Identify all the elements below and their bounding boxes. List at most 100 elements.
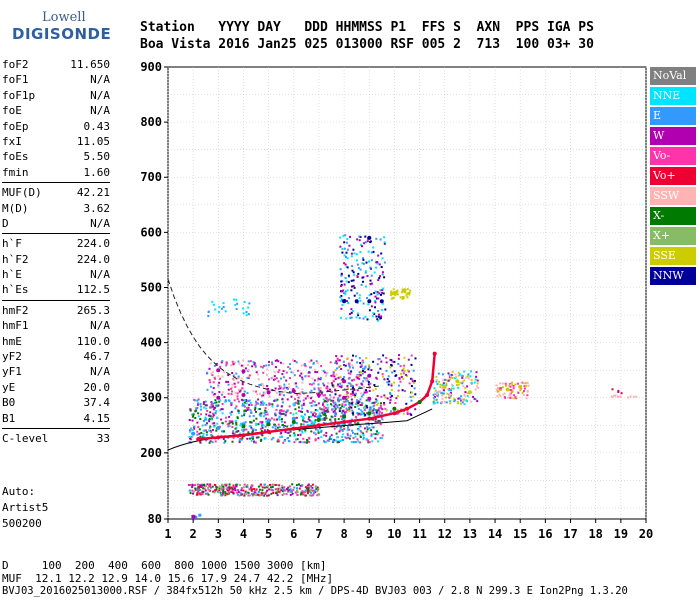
echo-dot [387, 375, 390, 378]
echo-dot [255, 390, 258, 393]
echo-dot [295, 412, 298, 415]
echo-dot [327, 410, 330, 413]
echo-dot [231, 360, 234, 363]
echo-dot [341, 405, 344, 408]
echo-dot [205, 431, 208, 434]
echo-dot [352, 413, 355, 416]
echo-dot [196, 421, 199, 424]
echo-dot [342, 234, 345, 237]
echo-dot [360, 412, 363, 415]
echo-dot [276, 426, 279, 429]
echo-dot [303, 363, 306, 365]
echo-dot [267, 494, 270, 497]
echo-dot [290, 395, 293, 398]
legend-item-vo: Vo- [650, 147, 696, 165]
echo-dot [215, 486, 218, 489]
echo-dot [197, 402, 200, 405]
echo-dot [289, 493, 292, 496]
echo-dot [366, 379, 369, 382]
echo-dot [235, 298, 238, 301]
point-x [417, 400, 422, 405]
echo-dot [268, 360, 270, 363]
echo-dot [342, 360, 345, 363]
echo-dot [344, 364, 347, 367]
echo-dot [279, 361, 282, 364]
echo-dot [449, 375, 452, 378]
echo-dot [232, 430, 235, 433]
echo-dot [368, 309, 371, 312]
echo-dot [312, 361, 315, 364]
echo-dot [308, 490, 311, 493]
echo-dot [239, 492, 242, 495]
echo-dot [377, 402, 380, 405]
echo-dot [397, 412, 400, 415]
echo-dot [359, 409, 362, 412]
echo-dot [233, 433, 236, 436]
echo-dot [361, 372, 364, 375]
echo-dot [362, 367, 365, 370]
echo-dot [499, 387, 501, 390]
echo-dot [245, 311, 248, 313]
echo-dot [390, 359, 393, 362]
echo-dot [289, 363, 292, 366]
echo-dot [509, 396, 512, 399]
echo-dot [201, 483, 203, 486]
echo-dot [244, 490, 247, 493]
echo-dot [313, 404, 316, 407]
echo-dot [395, 397, 398, 400]
echo-dot [375, 398, 377, 401]
echo-dot [264, 425, 267, 428]
echo-dot [361, 402, 364, 405]
echo-dot [504, 384, 507, 387]
echo-dot [330, 399, 333, 402]
point-x [367, 411, 372, 416]
echo-dot [503, 392, 506, 395]
echo-dot [354, 441, 357, 443]
echo-dot [343, 405, 345, 408]
echo-dot [336, 441, 339, 444]
echo-dot [406, 292, 409, 295]
point-vo [425, 393, 430, 397]
echo-dot [302, 399, 305, 402]
echo-dot [314, 409, 317, 411]
echo-dot [297, 483, 300, 486]
echo-dot [340, 355, 343, 358]
echo-dot [228, 490, 231, 493]
echo-dot [352, 366, 354, 369]
echo-dot [333, 384, 335, 387]
echo-dot [325, 400, 328, 403]
echo-dot [356, 383, 359, 386]
echo-dot [241, 404, 244, 407]
echo-dot [203, 487, 206, 490]
echo-dot [315, 413, 317, 416]
param-row-yf1: yF1 N/A [2, 364, 110, 379]
echo-dot [610, 395, 613, 398]
echo-dot [223, 430, 225, 433]
echo-dot [472, 395, 474, 398]
echo-dot [274, 387, 277, 390]
echo-dot [383, 276, 386, 279]
echo-dot [343, 376, 346, 379]
echo-dot [301, 484, 304, 487]
echo-dot [448, 374, 451, 377]
echo-dot [300, 415, 303, 418]
echo-dot [222, 490, 225, 493]
echo-dot [319, 376, 322, 379]
echo-dot [346, 289, 349, 292]
echo-dot [347, 382, 350, 385]
echo-dot [251, 430, 254, 433]
echo-dot [275, 490, 278, 493]
echo-dot [359, 441, 362, 444]
echo-dot [371, 440, 374, 443]
echo-dot [440, 401, 443, 404]
echo-dot [350, 441, 353, 443]
echo-dot [210, 430, 213, 433]
param-row-fof2: foF2 11.650 [2, 57, 110, 72]
point-w [342, 379, 347, 384]
echo-dot [323, 398, 325, 401]
echo-dot [351, 386, 354, 389]
echo-dot [332, 374, 335, 377]
echo-dot [197, 398, 200, 401]
echo-dot [307, 396, 310, 399]
echo-dot [351, 364, 354, 367]
